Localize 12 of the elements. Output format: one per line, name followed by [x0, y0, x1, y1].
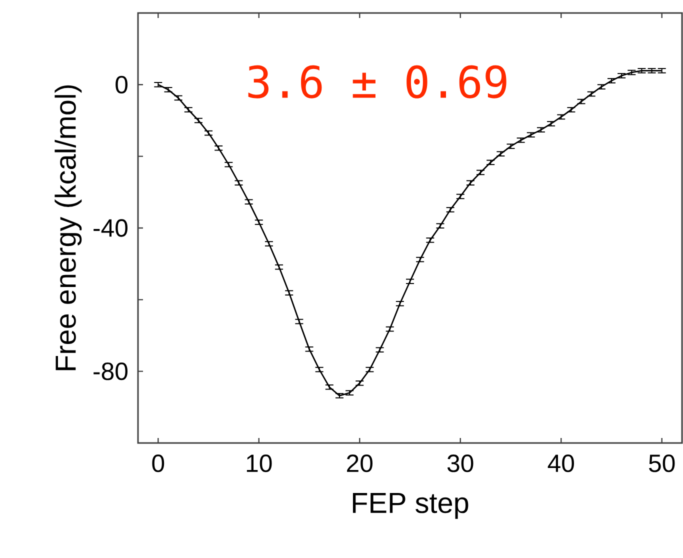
- x-tick-label: 30: [447, 454, 474, 472]
- x-tick-label: 0: [152, 454, 164, 472]
- x-tick-label: 40: [548, 454, 574, 472]
- y-tick-label: -40: [94, 219, 128, 237]
- x-tick-label: 20: [347, 454, 373, 472]
- x-axis-title: FEP step: [352, 492, 468, 519]
- x-tick-label: 50: [649, 454, 675, 472]
- annotation: 3.6 ± 0.69: [248, 65, 506, 98]
- x-tick-label: 10: [246, 454, 272, 472]
- y-tick-label: -80: [94, 362, 128, 380]
- y-axis-title: Free energy (kcal/mol): [54, 85, 82, 370]
- y-tick-label: 0: [116, 76, 128, 94]
